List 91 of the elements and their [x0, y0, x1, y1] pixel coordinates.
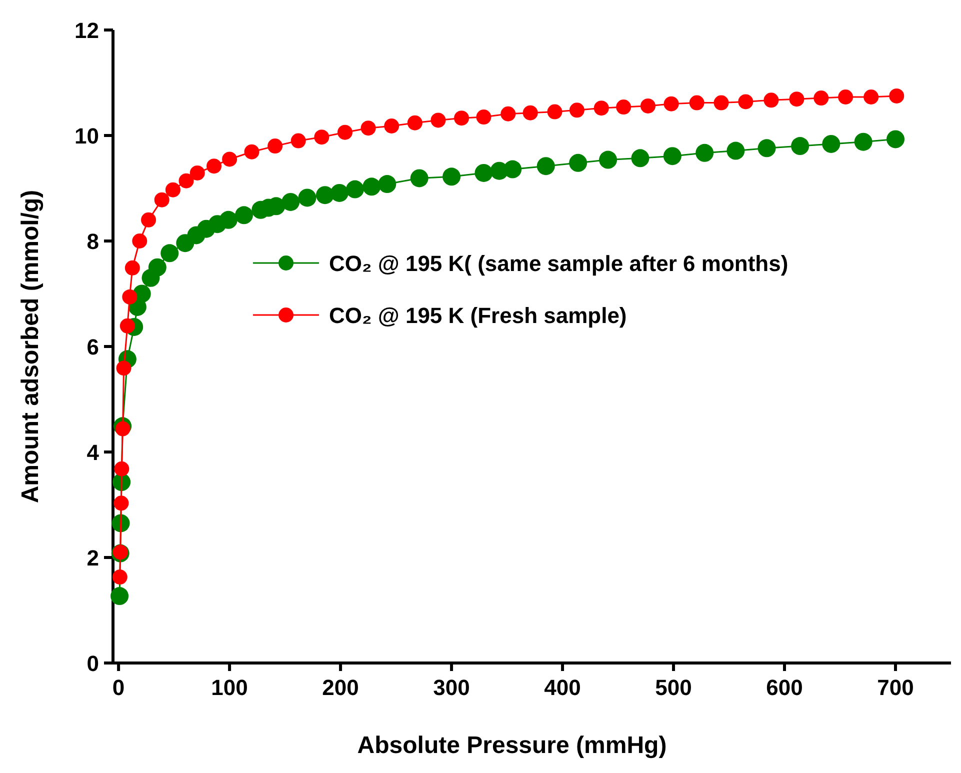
y-tick-label: 10 [74, 124, 99, 148]
point [594, 100, 609, 116]
point [282, 192, 300, 211]
point [154, 192, 170, 208]
y-tick-label: 6 [86, 334, 99, 360]
y-axis-title: Amount adsorbed (mmol/g) [17, 190, 44, 504]
point [190, 165, 205, 180]
point [346, 180, 364, 198]
point [362, 178, 381, 196]
legend-label: CO₂ @ 195 K( (same sample after 6 months) [329, 251, 788, 276]
point [789, 92, 804, 107]
point [384, 118, 400, 134]
x-tick-label: 700 [877, 675, 914, 700]
point [726, 142, 745, 160]
point [822, 134, 840, 153]
point [696, 144, 714, 162]
point [360, 120, 376, 136]
point [165, 182, 180, 198]
point [442, 168, 461, 186]
point [268, 138, 283, 154]
y-tick-label: 12 [74, 18, 99, 43]
point [886, 130, 905, 148]
x-tick-label: 200 [322, 675, 359, 700]
x-tick-label: 400 [544, 675, 581, 700]
point [889, 88, 904, 104]
point [631, 149, 650, 168]
point [476, 110, 492, 125]
point [178, 173, 194, 188]
point [115, 421, 130, 436]
point [522, 105, 538, 120]
point [663, 147, 682, 166]
point [314, 130, 330, 145]
x-tick-label: 600 [766, 675, 803, 700]
point [244, 144, 260, 160]
y-tick-label: 4 [86, 440, 100, 465]
point [124, 260, 140, 276]
x-tick-label: 300 [433, 675, 470, 700]
point [316, 186, 334, 204]
x-tick-label: 500 [655, 675, 692, 700]
point [599, 150, 618, 169]
point [616, 100, 632, 115]
y-tick-label: 2 [86, 546, 99, 570]
point [122, 289, 138, 304]
point [504, 160, 522, 178]
x-tick-label: 100 [211, 675, 248, 700]
point [219, 210, 238, 229]
point [148, 258, 166, 276]
point [569, 102, 584, 118]
x-tick-label: 0 [112, 675, 125, 700]
point [330, 184, 348, 202]
point [864, 89, 879, 104]
point [132, 234, 148, 248]
point [569, 154, 588, 172]
point [430, 112, 446, 128]
point [114, 496, 129, 511]
x-axis-title: Absolute Pressure (mmHg) [357, 732, 667, 759]
point [547, 104, 562, 120]
point [234, 206, 253, 224]
point [854, 132, 872, 151]
point [791, 137, 810, 156]
point [689, 95, 704, 110]
point [714, 95, 729, 110]
point [290, 133, 306, 148]
point [112, 570, 128, 585]
point [814, 90, 829, 106]
point [474, 164, 493, 182]
point [758, 139, 776, 158]
point [640, 98, 656, 114]
point [378, 175, 396, 194]
point [337, 124, 352, 140]
y-tick-label: 8 [86, 229, 99, 254]
point [738, 94, 754, 110]
point [298, 188, 316, 207]
point [410, 169, 428, 188]
legend-label: CO₂ @ 195 K (Fresh sample) [329, 303, 627, 328]
point [500, 106, 516, 122]
point [764, 92, 779, 108]
point [160, 244, 179, 262]
point [206, 158, 222, 174]
point [536, 157, 555, 176]
point [454, 110, 470, 126]
point [114, 461, 130, 476]
point [116, 360, 132, 376]
point [120, 318, 135, 334]
point [407, 115, 422, 130]
point [141, 212, 156, 228]
point [110, 587, 129, 606]
point [222, 152, 238, 167]
point [664, 96, 679, 112]
y-tick-label: 0 [86, 651, 99, 676]
point [838, 89, 854, 104]
